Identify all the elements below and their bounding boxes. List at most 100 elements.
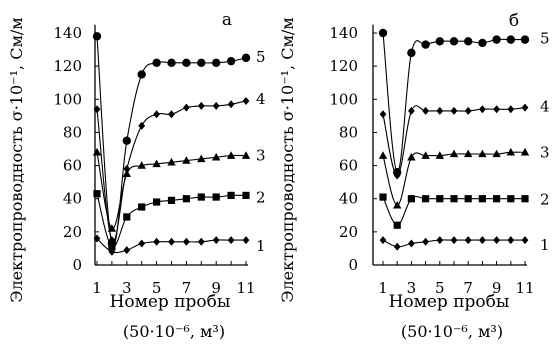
panel-b-series-2-point [450,195,458,203]
panel-a-series-5-point [182,58,191,68]
panel-a-series-2-point [167,196,176,204]
panel-a-curve-label-3: 3 [256,147,266,165]
panel-b-series-1-point [464,236,472,245]
panel-b-x-tick-label: 9 [492,279,502,297]
panel-a-y-axis-label: Электропроводность σ·10⁻¹, См/м [7,17,26,302]
panel-b-series-2-point [422,195,430,203]
panel-b-letter: б [509,11,519,31]
panel-b-curve-label-2: 2 [540,191,550,209]
panel-b-y-tick-label: 80 [339,123,358,141]
panel-b-series-5-point [449,37,459,46]
panel-a-x-tick-label: 7 [182,279,192,297]
panel-b-series-4-point [393,171,401,180]
panel-b-series-2-point [393,221,401,229]
panel-b-series-3-point [435,151,444,159]
panel-a-series-2-point [227,191,235,199]
panel-a-series-5-point [122,136,131,145]
panel-a-chart: а 0 20 40 60 80 100 120 140 1 3 5 7 9 11 Номер пробы (5… [7,10,266,341]
panel-a-series-1-point [138,239,146,248]
panel-a-series-5-point [92,32,102,41]
panel-a-series-1-point [168,237,175,246]
panel-a-x-axis-unit: (50·10⁻⁶, м³) [123,322,225,341]
panel-b-y-tick-label: 120 [329,57,358,75]
panel-a-y-tick-label: 120 [53,57,82,75]
panel-a-series-1 [93,234,250,256]
panel-a-series-4-point [93,105,101,114]
panel-b-series-4-point [422,106,429,115]
panel-a-series-5 [92,32,251,248]
panel-a-y-tick-label: 40 [63,190,82,208]
panel-b-series-2-point [464,195,472,203]
panel-a-series-5-point [137,70,146,79]
panel-b-series-3 [378,147,530,209]
panel-a-x-tick-label: 1 [92,279,102,297]
panel-b-series-1-point [436,236,444,245]
panel-b-x-tick-label: 1 [378,279,388,297]
panel-b-y-tick-label: 40 [339,190,358,208]
panel-b-series-3-point [378,151,388,159]
panel-a-series-5-point [241,53,251,63]
panel-a-series-4-point [153,110,160,119]
panel-b-series-5-point [492,35,501,44]
panel-b-y-tick-label: 0 [348,256,358,274]
panel-b-series-1-point [479,236,486,245]
panel-a-x-tick-label: 9 [211,279,221,297]
panel-a-series-3-point [241,151,251,159]
panel-b-curve-label-4: 4 [540,98,550,116]
panel-b-series-1-point [408,239,415,248]
panel-b-series-5-point [520,35,530,44]
panel-a-y-tick-label: 20 [63,223,82,241]
panel-a-series-1-point [153,237,160,246]
panel-a-series-2 [93,190,250,251]
panel-b-series-2-point [478,195,486,203]
panel-b-series-2-point [436,195,444,203]
panel-a-series-3-point [107,224,117,232]
panel-a-series-5-point [212,58,221,68]
panel-b-y-tick-label: 20 [339,223,358,241]
panel-b-series-3-point [492,149,501,158]
panel-a-series-2-point [138,203,146,211]
panel-a-series-5-point [167,58,176,68]
panel-b-series-1-point [379,236,387,245]
panel-a-x-tick-label: 3 [122,279,132,297]
panel-b-series-3-point [449,149,459,158]
panel-b-series-3-point [407,152,416,161]
panel-a-series-3-point [137,161,146,169]
panel-a-letter: а [222,10,232,30]
panel-a-y-tick-label: 80 [63,123,82,141]
panel-b-x-tick-label: 7 [463,279,473,297]
panel-b-series-5-point [407,48,416,58]
panel-b-series-1-point [422,237,429,246]
panel-a-series-4-point [108,236,116,245]
panel-b-series-3-point [506,147,515,156]
panel-b-series-4-point [507,105,515,114]
panel-a-series-4-point [183,103,190,112]
panel-a-series-1-point [197,237,205,246]
panel-a-series-1-point [227,236,235,245]
panel-a-series-4 [93,96,250,245]
panel-b-series-1-point [507,236,515,245]
panel-a-series-3-point [92,147,102,156]
panel-b-series-1-point [450,236,458,245]
panel-a-curve-label-1: 1 [256,237,266,255]
panel-b-series-3-point [393,200,402,209]
panel-b-y-axis-label: Электропроводность σ·10⁻¹, См/м [278,17,297,302]
panel-b-series-5-point [478,38,487,48]
panel-b-series-3-point [464,149,473,158]
panel-b-series-2-point [493,195,501,203]
panel-a-series-2-point [153,198,161,206]
panel-a-series-2-point [242,191,250,199]
panel-a-series-3-point [226,151,236,159]
panel-b-series-1-point [393,242,401,251]
panel-b-series-4 [379,103,529,180]
panel-a-y-tick-label: 0 [72,256,82,274]
panel-b-y-tick-label: 60 [339,157,358,175]
panel-b-series-3-point [520,147,530,156]
panel-b-series-4-point [464,106,472,115]
panel-a-series-2-point [197,193,205,201]
panel-a-series-4-point [227,100,235,109]
panel-a-series-1-point [183,237,190,246]
panel-b-series-5 [378,28,530,177]
panel-a-series-3-point [122,169,131,178]
panel-b-x-axis-label: Номер пробы [389,292,510,312]
